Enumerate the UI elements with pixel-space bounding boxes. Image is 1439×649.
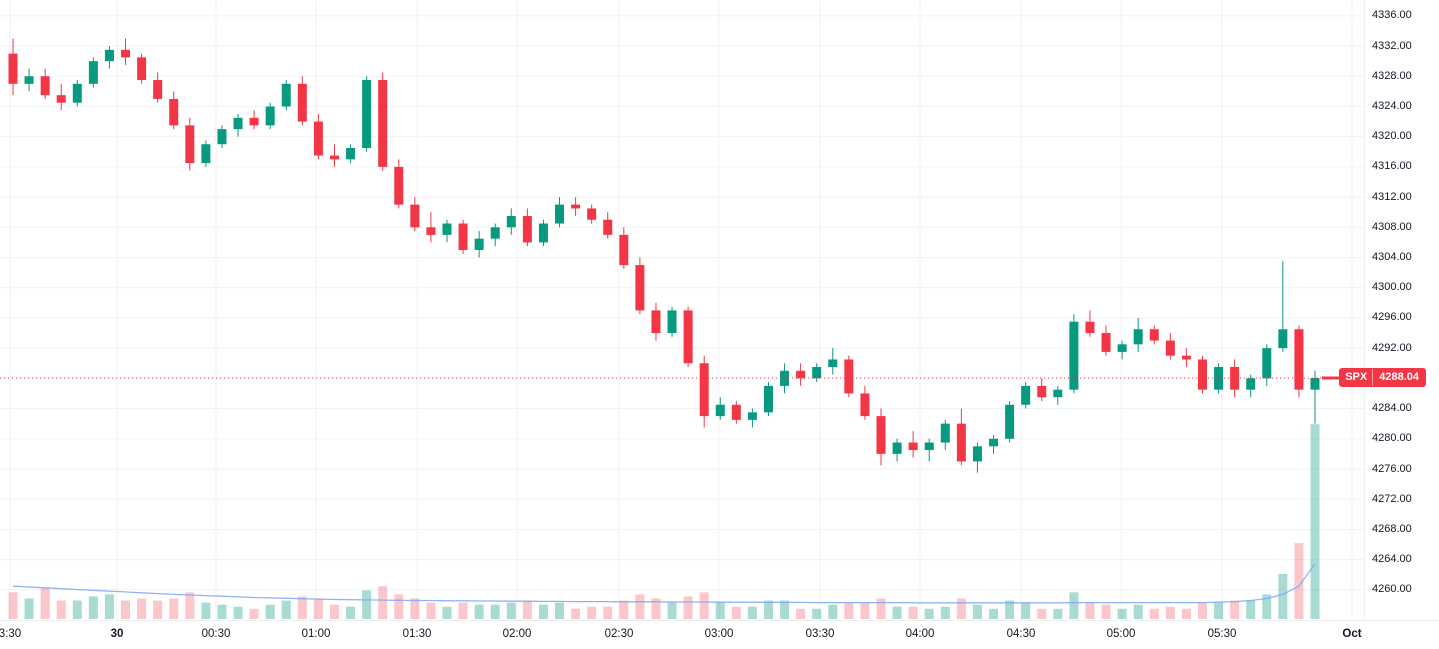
price-tick-label: 4304.00 (1372, 251, 1412, 263)
candlestick-chart (0, 0, 1364, 620)
time-tick-label: 30 (110, 628, 124, 640)
price-tick-label: 4296.00 (1372, 311, 1412, 324)
price-tick-label: 4276.00 (1372, 462, 1412, 475)
price-tick-label: 4320.00 (1372, 130, 1412, 143)
price-tick-label: 4316.00 (1372, 160, 1412, 173)
price-tick-label: 4300.00 (1372, 281, 1412, 294)
time-tick-label: 02:30 (604, 628, 634, 640)
price-tick-label: 4260.00 (1372, 583, 1412, 596)
symbol-badge: SPX (1340, 369, 1374, 386)
time-tick-label: 00:30 (201, 628, 231, 640)
time-tick-label: 03:00 (704, 628, 734, 640)
time-tick-label: 03:30 (805, 628, 835, 640)
price-axis[interactable]: 4336.00 4332.00 4328.00 4324.00 4320.00 4316.… (1364, 0, 1439, 620)
time-tick-label: 02:00 (502, 628, 532, 640)
price-tick-label: 4280.00 (1372, 432, 1412, 445)
chart-plot-area[interactable] (0, 0, 1364, 620)
time-tick-label: 04:30 (1006, 628, 1036, 640)
time-tick-label: 01:00 (301, 628, 331, 640)
time-tick-label: 05:00 (1106, 628, 1136, 640)
time-tick-label: 3:30 (0, 628, 22, 640)
price-tick-label: 4336.00 (1372, 9, 1412, 22)
time-tick-label: 04:00 (905, 628, 935, 640)
price-tick-label: 4284.00 (1372, 402, 1412, 415)
price-tick-label: 4312.00 (1372, 190, 1412, 203)
time-tick-label: Oct (1342, 628, 1362, 640)
price-tick-label: 4292.00 (1372, 341, 1412, 354)
price-tick-label: 4332.00 (1372, 39, 1412, 52)
price-tick-label: 4328.00 (1372, 69, 1412, 82)
time-tick-label: 05:30 (1207, 628, 1237, 640)
price-tick-label: 4324.00 (1372, 100, 1412, 112)
price-tick-label: 4272.00 (1372, 492, 1412, 505)
price-tick-label: 4264.00 (1372, 553, 1412, 566)
last-price-value: 4288.04 (1379, 371, 1419, 383)
last-price-label: SPX 4288.04 (1340, 369, 1425, 386)
price-tick-label: 4308.00 (1372, 220, 1412, 233)
time-axis[interactable]: 3:30 30 00:30 01:00 01:30 02:00 02:30 03:00 03:3… (0, 620, 1439, 649)
time-tick-label: 01:30 (402, 628, 432, 640)
price-tick-label: 4268.00 (1372, 522, 1412, 535)
